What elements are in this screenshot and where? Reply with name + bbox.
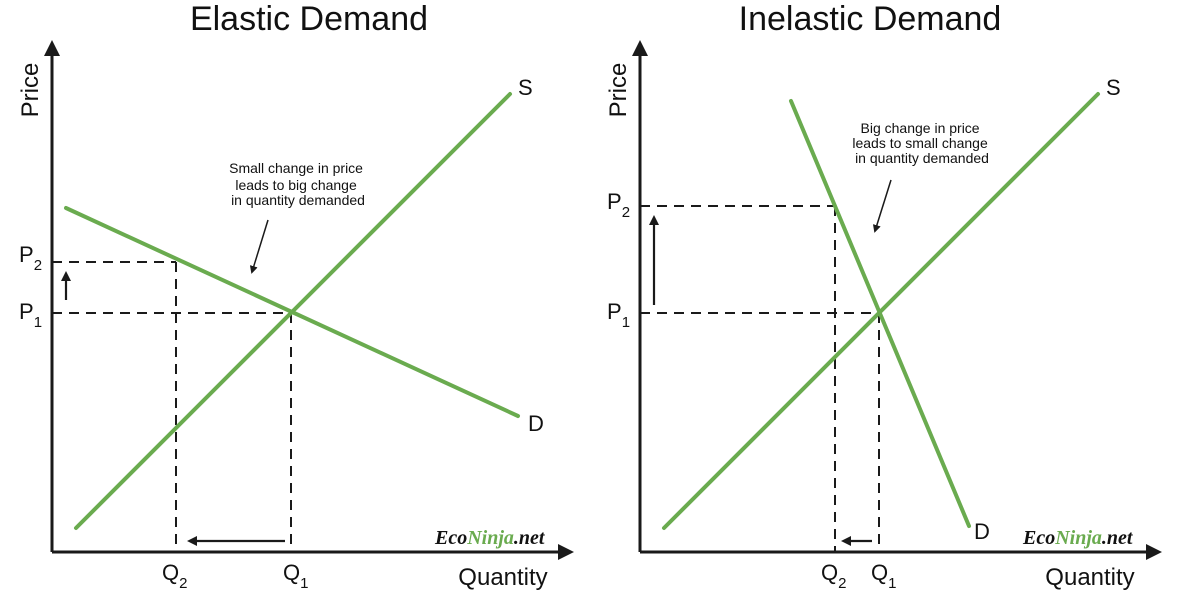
x-axis-arrowhead [558,544,574,560]
p1-tick-label: P1 [19,299,42,331]
y-axis-arrowhead [44,40,60,56]
inelastic-panel: Inelastic Demand Price Quantity S D P2 P… [605,0,1162,592]
brand-watermark: EcoNinja.net [434,527,546,549]
annotation-text: Big change in price leads to small chang… [852,120,991,166]
annotation-pointer-arrow [249,219,269,274]
q2-tick-label: Q2 [821,560,846,592]
annotation-text: Small change in price leads to big chang… [229,160,367,208]
p2-tick-label: P2 [19,242,42,274]
demand-label: D [974,519,990,544]
annotation-pointer-arrow [872,179,892,233]
x-axis-label: Quantity [1045,564,1134,591]
brand-watermark: EcoNinja.net [1022,527,1134,549]
demand-curve [64,206,520,418]
elastic-panel: Elastic Demand Price Quantity S D P2 P1 … [17,0,574,592]
supply-label: S [518,75,533,100]
x-axis-label: Quantity [458,564,547,591]
p1-tick-label: P1 [607,299,630,331]
q2-tick-label: Q2 [162,560,187,592]
y-axis-arrowhead [632,40,648,56]
demand-curve [789,99,971,528]
q1-tick-label: Q1 [871,560,896,592]
y-axis-label: Price [17,63,44,118]
panel-title: Elastic Demand [190,0,428,38]
y-axis-label: Price [605,63,632,118]
p2-tick-label: P2 [607,189,630,221]
demand-label: D [528,411,544,436]
supply-label: S [1106,75,1121,100]
panel-title: Inelastic Demand [739,0,1002,38]
x-axis-arrowhead [1146,544,1162,560]
q1-tick-label: Q1 [283,560,308,592]
